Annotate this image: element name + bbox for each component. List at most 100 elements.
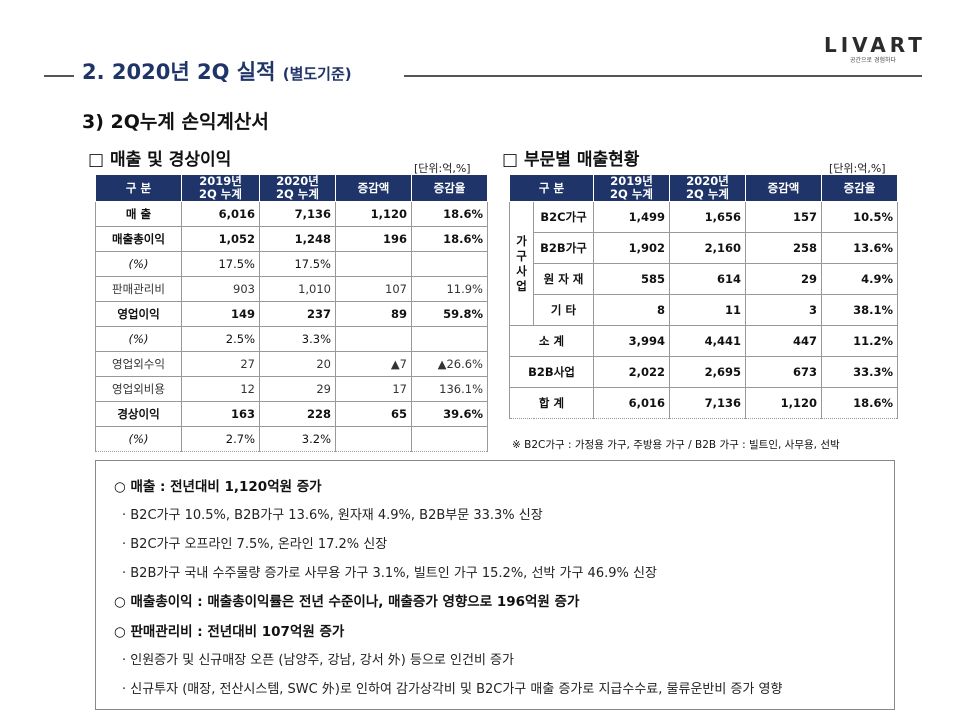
- right-box-unit: [단위:억,%]: [829, 162, 886, 175]
- row-label: B2C가구: [532, 201, 595, 233]
- cell-value: 18.6%: [821, 387, 899, 419]
- summary-item: · B2B가구 국내 수주물량 증가로 사무용 가구 3.1%, 빌트인 가구 …: [122, 566, 657, 581]
- row-label: 경상이익: [95, 401, 182, 427]
- table-row: 합 계 6,016 7,136 1,120 18.6%: [508, 387, 899, 419]
- row-label: B2B가구: [532, 232, 595, 264]
- cell-value: 107: [335, 276, 412, 302]
- title-rule-left: [44, 75, 74, 77]
- table-row: 영업외수익 27 20 ▲7 ▲26.6%: [95, 351, 488, 377]
- livart-logo: LIVART 공간으로 경험하다: [824, 34, 922, 65]
- table-row: 매출총이익 1,052 1,248 196 18.6%: [95, 226, 488, 252]
- cell-value: 585: [593, 263, 671, 295]
- row-label: 원 자 재: [532, 263, 595, 295]
- cell-value: 1,499: [593, 201, 671, 233]
- cell-value: 136.1%: [411, 376, 488, 402]
- cell-value: 39.6%: [411, 401, 488, 427]
- table-row: 매 출 6,016 7,136 1,120 18.6%: [95, 201, 488, 227]
- cell-value: 11.2%: [821, 325, 899, 357]
- column-header: 구 분: [95, 174, 182, 202]
- cell-value: 20: [259, 351, 336, 377]
- cell-value: 2,695: [669, 356, 747, 388]
- cell-value: 3.2%: [259, 426, 336, 452]
- left-box-unit: [단위:억,%]: [414, 162, 471, 175]
- cell-value: 7,136: [669, 387, 747, 419]
- cell-value: 13.6%: [821, 232, 899, 264]
- cell-value: 33.3%: [821, 356, 899, 388]
- cell-value: 18.6%: [411, 226, 488, 252]
- cell-value: 12: [181, 376, 260, 402]
- table-row: 판매관리비 903 1,010 107 11.9%: [95, 276, 488, 302]
- cell-value: 2,160: [669, 232, 747, 264]
- cell-value: 38.1%: [821, 294, 899, 326]
- cell-value: [411, 326, 488, 352]
- cell-value: 29: [745, 263, 823, 295]
- column-header: 2020년 2Q 누계: [669, 174, 747, 202]
- cell-value: [335, 251, 412, 277]
- cell-value: 1,656: [669, 201, 747, 233]
- summary-item: · B2C가구 오프라인 7.5%, 온라인 17.2% 신장: [122, 537, 388, 552]
- cell-value: 1,052: [181, 226, 260, 252]
- cell-value: 1,902: [593, 232, 671, 264]
- cell-value: 11.9%: [411, 276, 488, 302]
- cell-value: [411, 251, 488, 277]
- row-label: 영업외수익: [95, 351, 182, 377]
- cell-value: 1,120: [335, 201, 412, 227]
- cell-value: 3,994: [593, 325, 671, 357]
- cell-value: 3.3%: [259, 326, 336, 352]
- logo-wordmark: LIVART: [824, 33, 926, 57]
- row-label: 매 출: [95, 201, 182, 227]
- cell-value: 673: [745, 356, 823, 388]
- cell-value: 59.8%: [411, 301, 488, 327]
- table-row: 원 자 재 585 614 29 4.9%: [510, 263, 899, 295]
- table-row: (%) 17.5% 17.5%: [95, 251, 488, 277]
- column-header: 증감율: [411, 174, 488, 202]
- cell-value: 237: [259, 301, 336, 327]
- row-label: (%): [95, 251, 182, 277]
- right-box-title: □ 부문별 매출현황: [502, 150, 640, 170]
- cell-value: 228: [259, 401, 336, 427]
- table-row: 소 계 3,994 4,441 447 11.2%: [508, 325, 899, 357]
- section-title: 3) 2Q누계 손익계산서: [82, 111, 269, 133]
- cell-value: 4.9%: [821, 263, 899, 295]
- column-header: 증감액: [745, 174, 823, 202]
- table-row: 경상이익 163 228 65 39.6%: [95, 401, 488, 427]
- summary-item: · 인원증가 및 신규매장 오픈 (남양주, 강남, 강서 外) 등으로 인건비…: [122, 653, 514, 668]
- table-row: (%) 2.7% 3.2%: [95, 426, 488, 452]
- summary-item: · 신규투자 (매장, 전산시스템, SWC 外)로 인하여 감가상각비 및 B…: [122, 682, 783, 697]
- row-label: 소 계: [508, 325, 595, 357]
- column-header: 2020년 2Q 누계: [259, 174, 336, 202]
- row-label: B2B사업: [508, 356, 595, 388]
- table-row: 영업이익 149 237 89 59.8%: [95, 301, 488, 327]
- header-row: 구 분 2019년 2Q 누계 2020년 2Q 누계 증감액 증감율: [95, 174, 488, 202]
- cell-value: 3: [745, 294, 823, 326]
- cell-value: 1,120: [745, 387, 823, 419]
- cell-value: 258: [745, 232, 823, 264]
- header-row: 구 분 2019년 2Q 누계 2020년 2Q 누계 증감액 증감율: [508, 174, 899, 202]
- cell-value: 614: [669, 263, 747, 295]
- cell-value: 149: [181, 301, 260, 327]
- cell-value: ▲7: [335, 351, 412, 377]
- cell-value: 2,022: [593, 356, 671, 388]
- column-header: 2019년 2Q 누계: [181, 174, 260, 202]
- cell-value: 163: [181, 401, 260, 427]
- left-box-title: □ 매출 및 경상이익: [88, 150, 232, 170]
- summary-heading: ○ 판매관리비 : 전년대비 107억원 증가: [114, 624, 345, 640]
- page-title-main: 2. 2020년 2Q 실적: [82, 60, 276, 84]
- summary-item: · B2C가구 10.5%, B2B가구 13.6%, 원자재 4.9%, B2…: [122, 508, 543, 523]
- cell-value: 65: [335, 401, 412, 427]
- table-row: 가 구 사 업 B2C가구 1,499 1,656 157 10.5%: [509, 201, 899, 326]
- cell-value: 1,010: [259, 276, 336, 302]
- row-label: 합 계: [508, 387, 595, 419]
- segment-table: 구 분 2019년 2Q 누계 2020년 2Q 누계 증감액 증감율 가 구 사 업 B2C가구 1…: [508, 174, 899, 419]
- row-label: 영업이익: [95, 301, 182, 327]
- row-label: 기 타: [532, 294, 595, 326]
- logo-tagline: 공간으로 경험하다: [849, 57, 897, 64]
- table-row: (%) 2.5% 3.3%: [95, 326, 488, 352]
- table-row: B2B가구 1,902 2,160 258 13.6%: [510, 232, 899, 264]
- table-row: 기 타 8 11 3 38.1%: [510, 294, 899, 326]
- cell-value: [335, 426, 412, 452]
- cell-value: 17.5%: [259, 251, 336, 277]
- cell-value: 1,248: [259, 226, 336, 252]
- column-header: 2019년 2Q 누계: [593, 174, 671, 202]
